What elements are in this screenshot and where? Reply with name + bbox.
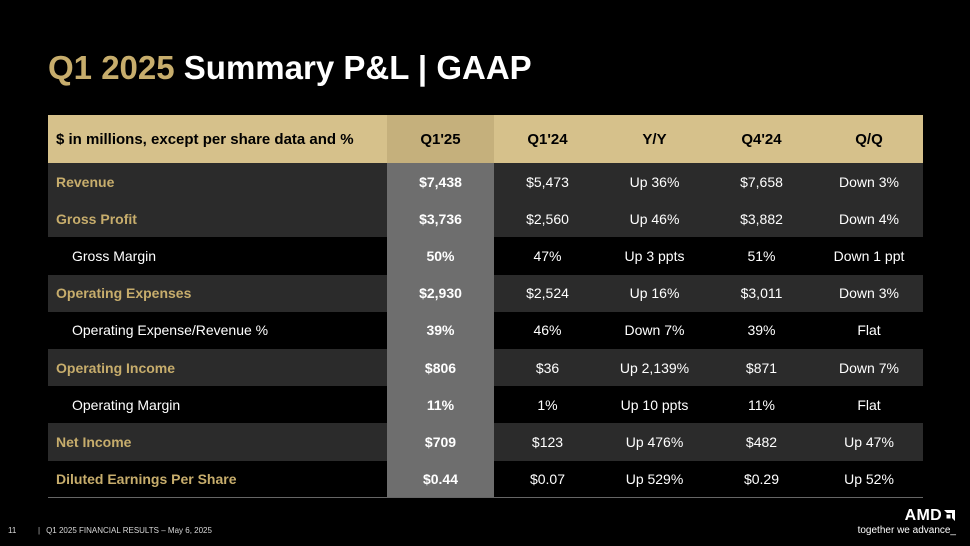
slide-footer: 11 | Q1 2025 FINANCIAL RESULTS – May 6, 20…: [8, 526, 212, 535]
cell-yy: Up 46%: [601, 200, 708, 238]
cell-qq: Down 7%: [815, 348, 923, 387]
table-row: Operating Margin 11% 1% Up 10 ppts 11% F…: [48, 386, 923, 424]
table-row: Diluted Earnings Per Share $0.44 $0.07 U…: [48, 460, 923, 499]
logo-tagline: together we advance_: [857, 525, 956, 536]
row-label: Operating Income: [48, 348, 387, 387]
cell-q4-24: 51%: [708, 237, 815, 275]
amd-logo: AMD together we advance_: [858, 507, 956, 537]
table-row: Gross Margin 50% 47% Up 3 ppts 51% Down …: [48, 237, 923, 275]
logo-brand: AMD: [858, 507, 956, 524]
table-header-row: $ in millions, except per share data and…: [48, 115, 923, 163]
cell-yy: Up 476%: [601, 423, 708, 461]
cell-qq: Down 1 ppt: [815, 237, 923, 275]
cell-q1-25: $709: [387, 423, 494, 461]
title-main: Summary P&L | GAAP: [183, 49, 532, 86]
cell-q1-24: 46%: [494, 311, 601, 349]
cell-q4-24: $871: [708, 348, 815, 387]
cell-q4-24: 39%: [708, 311, 815, 349]
cell-q4-24: $0.29: [708, 460, 815, 499]
cell-q1-25: $3,736: [387, 200, 494, 238]
table-row: Gross Profit $3,736 $2,560 Up 46% $3,882…: [48, 200, 923, 238]
cell-q1-24: $2,560: [494, 200, 601, 238]
cell-q1-24: $36: [494, 348, 601, 387]
row-label: Revenue: [48, 163, 387, 201]
cell-q1-24: $123: [494, 423, 601, 461]
cell-yy: Down 7%: [601, 311, 708, 349]
cell-q1-25: $7,438: [387, 163, 494, 201]
title-period: Q1 2025: [48, 49, 175, 86]
cell-q4-24: $3,011: [708, 274, 815, 312]
cell-q1-25: 11%: [387, 386, 494, 424]
header-qq: Q/Q: [815, 115, 923, 163]
page-title: Q1 2025 Summary P&L | GAAP: [48, 50, 532, 86]
cell-qq: Up 52%: [815, 460, 923, 499]
cell-q4-24: $7,658: [708, 163, 815, 201]
row-label: Gross Margin: [48, 237, 387, 275]
table-row: Operating Expense/Revenue % 39% 46% Down…: [48, 311, 923, 349]
cell-q1-24: 1%: [494, 386, 601, 424]
cell-qq: Flat: [815, 386, 923, 424]
row-label: Net Income: [48, 423, 387, 461]
cell-yy: Up 36%: [601, 163, 708, 201]
cell-q4-24: $482: [708, 423, 815, 461]
cell-q1-25: 39%: [387, 311, 494, 349]
cell-yy: Up 529%: [601, 460, 708, 499]
cell-yy: Up 2,139%: [601, 348, 708, 387]
cell-q1-25: $806: [387, 348, 494, 387]
cell-q1-24: $5,473: [494, 163, 601, 201]
cell-yy: Up 10 ppts: [601, 386, 708, 424]
cell-qq: Down 3%: [815, 163, 923, 201]
amd-arrow-icon: [944, 510, 955, 521]
table-row: Operating Expenses $2,930 $2,524 Up 16% …: [48, 274, 923, 312]
cell-yy: Up 16%: [601, 274, 708, 312]
page-number: 11: [8, 526, 17, 535]
table-row: Net Income $709 $123 Up 476% $482 Up 47%: [48, 423, 923, 461]
row-label: Operating Expense/Revenue %: [48, 311, 387, 349]
cell-q4-24: 11%: [708, 386, 815, 424]
cell-q1-25: $0.44: [387, 460, 494, 499]
cell-yy: Up 3 ppts: [601, 237, 708, 275]
table-row: Revenue $7,438 $5,473 Up 36% $7,658 Down…: [48, 163, 923, 201]
cell-q1-24: $2,524: [494, 274, 601, 312]
header-q4-24: Q4'24: [708, 115, 815, 163]
row-label: Diluted Earnings Per Share: [48, 460, 387, 499]
footer-separator: |: [38, 526, 41, 535]
logo-wordmark: AMD: [904, 507, 942, 524]
header-q1-25: Q1'25: [387, 115, 494, 163]
row-label: Operating Expenses: [48, 274, 387, 312]
cell-qq: Up 47%: [815, 423, 923, 461]
header-q1-24: Q1'24: [494, 115, 601, 163]
cell-qq: Flat: [815, 311, 923, 349]
header-description: $ in millions, except per share data and…: [48, 115, 387, 163]
cell-qq: Down 3%: [815, 274, 923, 312]
cell-q1-24: $0.07: [494, 460, 601, 499]
cell-q1-24: 47%: [494, 237, 601, 275]
pl-summary-table: $ in millions, except per share data and…: [48, 115, 923, 499]
cell-q1-25: 50%: [387, 237, 494, 275]
footer-text: Q1 2025 FINANCIAL RESULTS – May 6, 2025: [46, 526, 212, 535]
cell-qq: Down 4%: [815, 200, 923, 238]
row-label: Operating Margin: [48, 386, 387, 424]
table-row: Operating Income $806 $36 Up 2,139% $871…: [48, 348, 923, 387]
row-label: Gross Profit: [48, 200, 387, 238]
cell-q4-24: $3,882: [708, 200, 815, 238]
header-yy: Y/Y: [601, 115, 708, 163]
cell-q1-25: $2,930: [387, 274, 494, 312]
